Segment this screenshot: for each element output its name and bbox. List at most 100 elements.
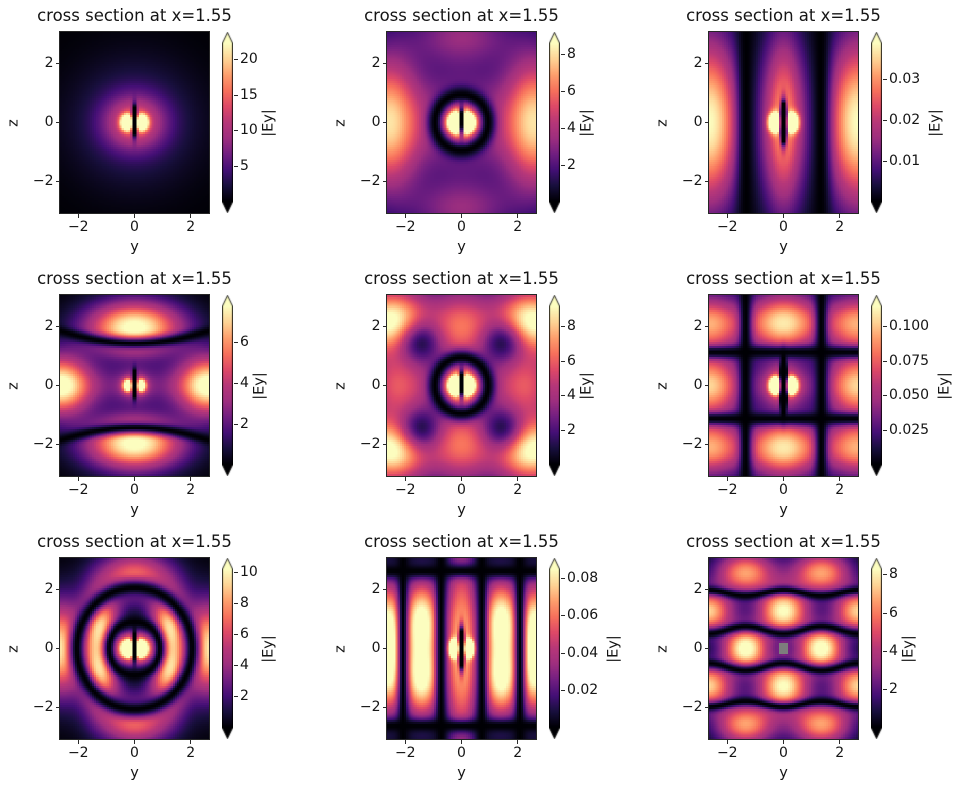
colorbar-tick-label: 0.06 <box>567 607 599 624</box>
y-tick-mark <box>382 385 387 386</box>
x-tick-label: 2 <box>835 482 845 498</box>
x-tick-mark <box>134 739 135 744</box>
y-tick-label: 2 <box>44 580 54 597</box>
y-tick-label: −2 <box>32 699 54 716</box>
colorbar-tick-label: 0.03 <box>889 71 921 88</box>
y-tick-mark <box>55 325 60 327</box>
colorbar-tick-mark <box>882 689 887 691</box>
y-tick-label: −2 <box>32 173 54 190</box>
y-tick-label: 0 <box>371 377 381 393</box>
colorbar-tick-mark <box>233 58 238 60</box>
subplot-title: cross section at x=1.55 <box>686 532 881 551</box>
y-tick-label: 2 <box>371 54 381 71</box>
colorbar-tick-label: 2 <box>240 415 249 432</box>
y-tick-label: 0 <box>693 377 703 393</box>
x-tick-mark <box>404 739 406 744</box>
x-tick-mark <box>783 213 784 218</box>
x-axis-label: y <box>457 765 466 781</box>
x-axis-label: y <box>457 502 466 518</box>
colorbar-tick-label: 0.08 <box>567 569 599 586</box>
x-axis-label: y <box>779 502 788 518</box>
colorbar-tick-mark <box>560 395 565 397</box>
colorbar-tick-mark <box>233 633 238 635</box>
heatmap-image <box>708 31 859 214</box>
x-tick-mark <box>839 213 841 218</box>
colorbar-label: |Ey| <box>260 108 277 137</box>
subplot-title: cross section at x=1.55 <box>364 532 559 551</box>
colorbar <box>549 295 560 476</box>
colorbar-tick-label: 5 <box>240 157 249 174</box>
x-tick-mark <box>77 476 79 481</box>
y-tick-mark <box>704 444 709 446</box>
x-tick-label: 2 <box>513 219 523 235</box>
subplot-title: cross section at x=1.55 <box>37 6 232 25</box>
y-tick-mark <box>55 385 60 386</box>
x-tick-label: 2 <box>513 482 523 498</box>
y-tick-mark <box>382 707 387 709</box>
heatmap-image <box>59 557 210 740</box>
x-tick-mark <box>190 213 192 218</box>
x-tick-label: 0 <box>779 482 788 498</box>
colorbar-tick-label: 4 <box>567 119 576 136</box>
x-tick-label: −2 <box>67 219 89 235</box>
colorbar-tick-label: 10 <box>240 563 258 580</box>
colorbar <box>871 32 882 213</box>
y-tick-label: 2 <box>371 580 381 597</box>
colorbar-tick-mark <box>882 574 887 576</box>
x-tick-mark <box>190 476 192 481</box>
subplot-title: cross section at x=1.55 <box>686 6 881 25</box>
x-axis-label: y <box>130 765 139 781</box>
x-tick-mark <box>134 213 135 218</box>
y-tick-mark <box>55 122 60 123</box>
colorbar-tick-mark <box>882 79 887 81</box>
colorbar-tick-mark <box>560 690 565 692</box>
colorbar-tick-label: 2 <box>240 688 249 705</box>
x-tick-label: 0 <box>457 745 466 761</box>
colorbar <box>871 558 882 739</box>
x-tick-mark <box>726 476 728 481</box>
y-tick-mark <box>55 707 60 709</box>
y-tick-label: −2 <box>32 436 54 453</box>
x-tick-label: 2 <box>835 219 845 235</box>
x-tick-label: −2 <box>716 219 738 235</box>
colorbar-label: |Ey| <box>605 634 622 663</box>
colorbar-tick-mark <box>233 423 238 425</box>
y-tick-mark <box>382 122 387 123</box>
colorbar-tick-label: 4 <box>240 657 249 674</box>
colorbar-tick-mark <box>882 650 887 652</box>
colorbar-tick-mark <box>882 612 887 614</box>
x-tick-label: −2 <box>394 482 416 498</box>
colorbar-tick-mark <box>560 127 565 129</box>
colorbar-tick-mark <box>882 429 887 431</box>
colorbar-label: |Ey| <box>927 108 944 137</box>
x-tick-mark <box>783 739 784 744</box>
x-tick-mark <box>404 476 406 481</box>
y-tick-mark <box>382 648 387 649</box>
x-tick-mark <box>461 476 462 481</box>
x-tick-mark <box>77 739 79 744</box>
colorbar-tick-label: 4 <box>240 374 249 391</box>
y-tick-mark <box>704 385 709 386</box>
colorbar-tick-label: 2 <box>567 421 576 438</box>
colorbar-tick-label: 6 <box>567 82 576 99</box>
y-tick-label: 2 <box>44 54 54 71</box>
colorbar-tick-label: 0.100 <box>889 318 930 335</box>
x-tick-label: 0 <box>457 219 466 235</box>
y-tick-mark <box>704 62 709 64</box>
y-tick-mark <box>55 588 60 590</box>
x-tick-label: 2 <box>186 745 196 761</box>
y-tick-mark <box>382 325 387 327</box>
y-tick-label: −2 <box>681 436 703 453</box>
y-tick-label: 2 <box>44 317 54 334</box>
colorbar <box>549 558 560 739</box>
x-tick-label: 0 <box>779 745 788 761</box>
y-tick-label: −2 <box>359 173 381 190</box>
colorbar-tick-mark <box>233 602 238 604</box>
y-tick-label: 0 <box>44 114 54 130</box>
heatmap-image <box>59 31 210 214</box>
colorbar-tick-label: 0.050 <box>889 387 930 404</box>
colorbar-tick-mark <box>560 652 565 654</box>
colorbar-tick-mark <box>233 665 238 667</box>
colorbar-tick-label: 10 <box>240 122 258 139</box>
